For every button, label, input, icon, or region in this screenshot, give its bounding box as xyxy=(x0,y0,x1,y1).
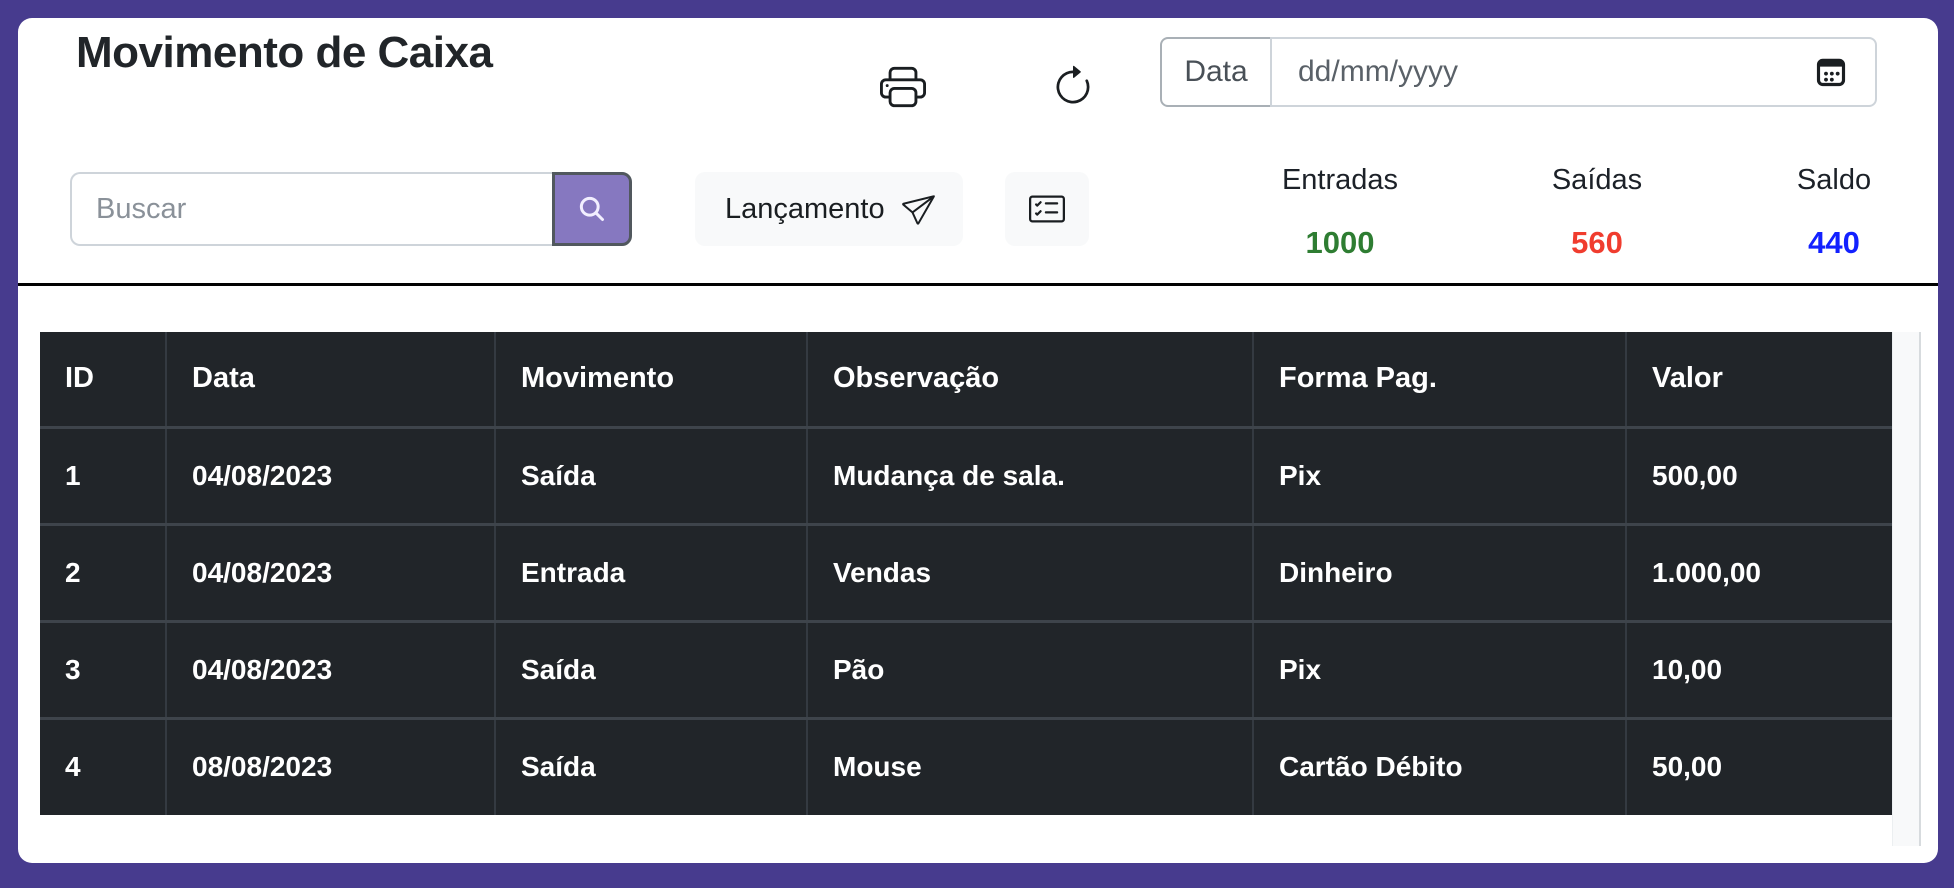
header-divider xyxy=(18,283,1938,286)
saldo-label: Saldo xyxy=(1796,164,1872,196)
page-frame: Movimento de Caixa Data xyxy=(18,18,1938,863)
cell-id: 3 xyxy=(40,621,167,718)
entradas-value: 1000 xyxy=(1305,225,1375,260)
column-header-valor: Valor xyxy=(1652,362,1723,395)
arrow-clockwise-icon xyxy=(1051,65,1095,109)
cell-observacao: Mudança de sala. xyxy=(807,427,1254,524)
cell-id: 4 xyxy=(40,718,167,815)
date-filter-group: Data xyxy=(1160,37,1877,107)
print-button[interactable] xyxy=(876,60,930,114)
paper-plane-icon xyxy=(901,193,935,225)
cell-data: 08/08/2023 xyxy=(166,718,496,815)
cell-observacao: Mouse xyxy=(807,718,1254,815)
column-header-forma-pag: Forma Pag. xyxy=(1253,332,1627,427)
magnifier-icon xyxy=(574,191,610,227)
table-row: 4 08/08/2023 Saída Mouse Cartão Débito 5… xyxy=(40,718,1894,815)
summary-saidas: Saídas 560 xyxy=(1497,164,1697,261)
cell-movimento: Saída xyxy=(495,621,808,718)
cell-observacao: Vendas xyxy=(807,524,1254,621)
cell-observacao: Pão xyxy=(807,621,1254,718)
transactions-table: ID Data Movimento Observação Forma Pag. … xyxy=(40,332,1894,815)
cell-data: 04/08/2023 xyxy=(166,621,496,718)
checklist-button[interactable] xyxy=(1005,172,1089,246)
column-header-observacao: Observação xyxy=(807,332,1254,427)
cell-movimento: Entrada xyxy=(495,524,808,621)
search-button[interactable] xyxy=(552,172,632,246)
search-group xyxy=(70,172,632,246)
lancamento-button[interactable]: Lançamento xyxy=(695,172,963,246)
cell-valor: 10,00 xyxy=(1652,653,1723,685)
cell-data: 04/08/2023 xyxy=(166,524,496,621)
page-title: Movimento de Caixa xyxy=(76,28,493,77)
calendar-icon[interactable] xyxy=(1811,52,1851,92)
column-header-movimento: Movimento xyxy=(495,332,808,427)
column-header-id: ID xyxy=(40,332,167,427)
refresh-button[interactable] xyxy=(1046,60,1100,114)
cell-forma-pag: Dinheiro xyxy=(1253,524,1627,621)
table-row: 2 04/08/2023 Entrada Vendas Dinheiro 1.0… xyxy=(40,524,1894,621)
date-input[interactable] xyxy=(1270,37,1877,107)
table-row: 1 04/08/2023 Saída Mudança de sala. Pix … xyxy=(40,427,1894,524)
cell-valor: 500,00 xyxy=(1652,459,1738,491)
date-filter-label: Data xyxy=(1160,37,1272,107)
saidas-value: 560 xyxy=(1571,225,1623,260)
cell-forma-pag: Pix xyxy=(1253,427,1627,524)
cell-forma-pag: Cartão Débito xyxy=(1253,718,1627,815)
card-checklist-icon xyxy=(1029,191,1065,227)
saldo-value: 440 xyxy=(1808,225,1860,260)
saidas-label: Saídas xyxy=(1551,164,1643,196)
table-scrollbar-track[interactable] xyxy=(1892,332,1921,846)
date-input-wrap xyxy=(1270,37,1877,107)
table-row: 3 04/08/2023 Saída Pão Pix 10,00 xyxy=(40,621,1894,718)
column-header-data: Data xyxy=(166,332,496,427)
printer-icon xyxy=(880,64,926,110)
entradas-label: Entradas xyxy=(1281,164,1399,196)
summary-saldo: Saldo 440 xyxy=(1734,164,1934,261)
summary-entradas: Entradas 1000 xyxy=(1240,164,1440,261)
cell-id: 1 xyxy=(40,427,167,524)
cell-movimento: Saída xyxy=(495,427,808,524)
cell-data: 04/08/2023 xyxy=(166,427,496,524)
cell-movimento: Saída xyxy=(495,718,808,815)
lancamento-button-label: Lançamento xyxy=(725,192,885,225)
cell-valor: 1.000,00 xyxy=(1652,556,1761,588)
cell-id: 2 xyxy=(40,524,167,621)
cell-valor: 50,00 xyxy=(1652,751,1723,783)
cell-forma-pag: Pix xyxy=(1253,621,1627,718)
search-input[interactable] xyxy=(70,172,552,246)
table-header-row: ID Data Movimento Observação Forma Pag. … xyxy=(40,332,1894,427)
